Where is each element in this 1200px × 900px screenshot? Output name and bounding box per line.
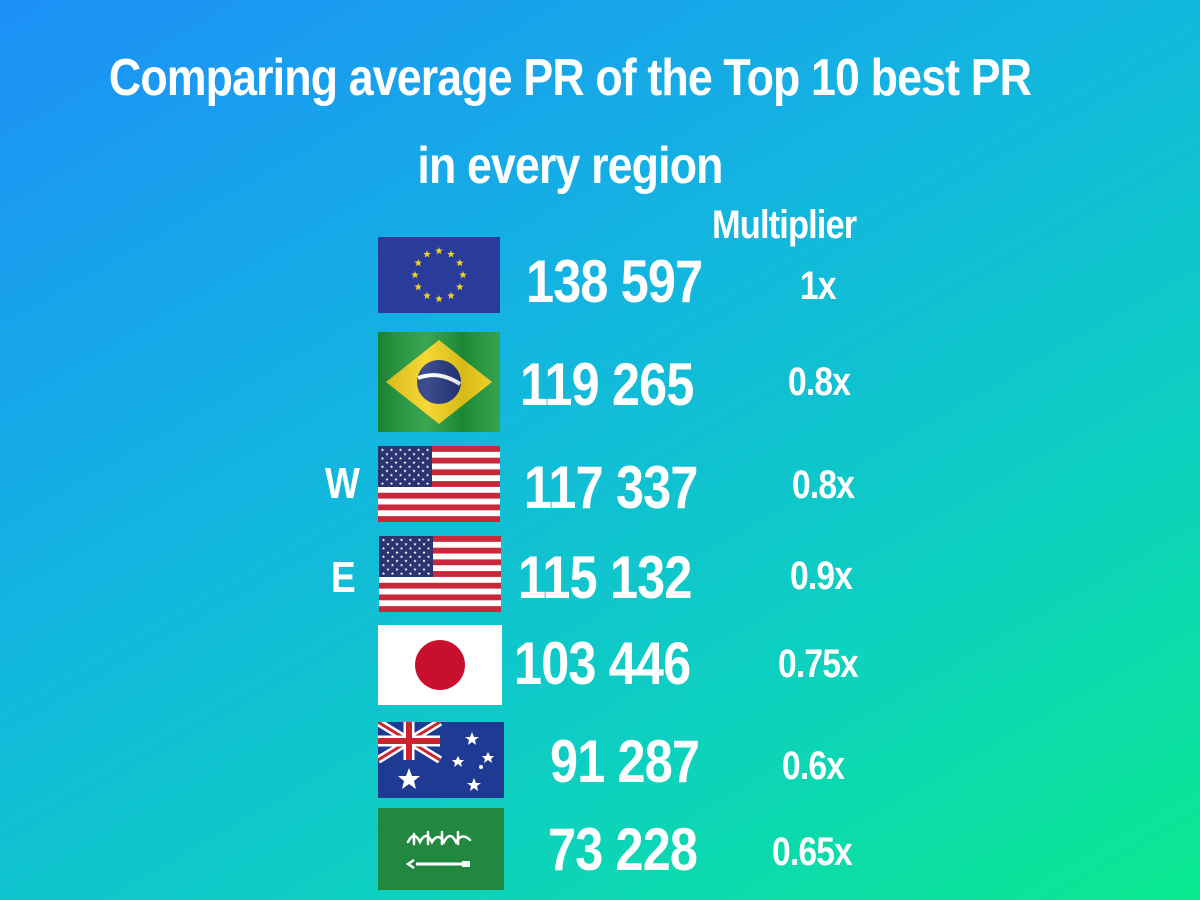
value-australia: 91 287: [550, 728, 700, 795]
value-eu: 138 597: [526, 248, 703, 315]
value-usa-west: 117 337: [524, 454, 698, 521]
title-line-2: in every region: [417, 137, 723, 195]
usa-flag-icon: [378, 536, 502, 612]
brazil-flag-icon: [378, 332, 500, 432]
multiplier-japan: 0.75x: [778, 642, 859, 686]
saudi-arabia-flag-icon: [378, 808, 504, 890]
title-line-1: Comparing average PR of the Top 10 best …: [108, 49, 1032, 107]
multiplier-eu: 1x: [800, 264, 837, 308]
value-japan: 103 446: [514, 630, 691, 697]
usa-flag-icon: [378, 446, 500, 522]
eu-flag-icon: [378, 237, 500, 313]
multiplier-header: Multiplier: [712, 203, 857, 247]
side-label-e: E: [331, 553, 356, 602]
value-saudi-arabia: 73 228: [548, 816, 698, 883]
multiplier-brazil: 0.8x: [788, 360, 851, 404]
value-brazil: 119 265: [520, 351, 694, 418]
australia-flag-icon: [378, 722, 504, 798]
multiplier-saudi-arabia: 0.65x: [772, 830, 853, 874]
value-usa-east: 115 132: [518, 544, 692, 611]
side-label-w: W: [325, 459, 360, 508]
multiplier-australia: 0.6x: [782, 744, 845, 788]
japan-flag-icon: [378, 625, 502, 705]
multiplier-usa-east: 0.9x: [790, 554, 853, 598]
multiplier-usa-west: 0.8x: [792, 463, 855, 507]
